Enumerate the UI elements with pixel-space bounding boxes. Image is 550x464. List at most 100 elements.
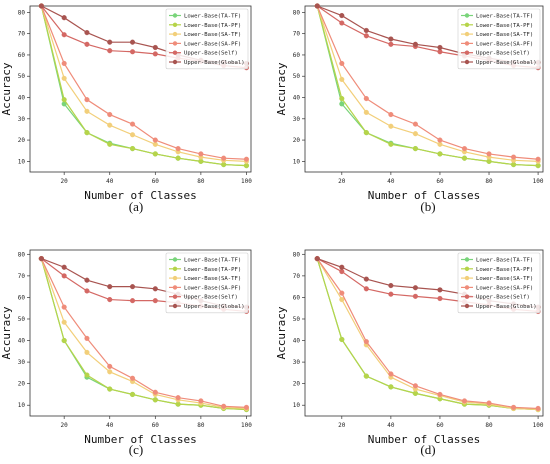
y-tick-label: 70 bbox=[18, 31, 26, 38]
data-point bbox=[339, 290, 345, 296]
legend-label: Upper-Base(Global) bbox=[184, 304, 245, 310]
data-point bbox=[388, 283, 394, 289]
series-line bbox=[316, 258, 539, 410]
x-tick-label: 20 bbox=[61, 178, 69, 185]
y-tick-label: 70 bbox=[18, 273, 26, 280]
x-axis-label: Number of Classes bbox=[84, 433, 197, 446]
data-point bbox=[198, 398, 204, 404]
data-point bbox=[363, 130, 369, 136]
series-line bbox=[40, 5, 247, 160]
data-point bbox=[152, 141, 158, 147]
data-point bbox=[339, 101, 345, 107]
legend-swatch-marker bbox=[464, 275, 470, 281]
x-tick-label: 20 bbox=[338, 178, 346, 185]
data-point bbox=[107, 386, 113, 392]
data-point bbox=[129, 49, 136, 55]
y-tick-label: 60 bbox=[293, 294, 301, 301]
data-point bbox=[388, 111, 394, 118]
data-point bbox=[152, 44, 158, 51]
legend-label: Upper-Base(Self) bbox=[476, 51, 530, 57]
legend-label: Lower-Base(TA-PF) bbox=[184, 23, 241, 29]
legend-label: Lower-Base(SA-PF) bbox=[184, 285, 241, 291]
data-point bbox=[461, 146, 468, 152]
data-point bbox=[38, 3, 44, 9]
y-tick-label: 10 bbox=[18, 402, 26, 409]
data-point bbox=[61, 273, 67, 279]
y-tick-label: 20 bbox=[293, 137, 301, 144]
legend-label: Lower-Base(TA-TF) bbox=[184, 258, 241, 264]
data-point bbox=[437, 287, 443, 293]
y-tick-label: 50 bbox=[293, 316, 301, 323]
legend-swatch-marker bbox=[172, 266, 178, 271]
x-tick-label: 40 bbox=[387, 422, 395, 429]
data-point bbox=[84, 30, 90, 36]
data-point bbox=[339, 96, 345, 102]
x-tick-label: 80 bbox=[485, 422, 493, 429]
data-point bbox=[84, 372, 90, 378]
legend-swatch-marker bbox=[172, 294, 178, 299]
data-point bbox=[84, 335, 90, 341]
plot-frame bbox=[304, 5, 544, 173]
data-point bbox=[175, 401, 181, 407]
series-line bbox=[40, 5, 247, 167]
legend-swatch-marker bbox=[172, 13, 178, 18]
legend-label: Upper-Base(Global) bbox=[476, 304, 537, 310]
legend-label: Lower-Base(SA-PF) bbox=[184, 41, 241, 47]
y-tick-label: 80 bbox=[293, 251, 301, 258]
data-point bbox=[437, 295, 443, 302]
legend-label: Lower-Base(TA-TF) bbox=[476, 14, 533, 20]
data-point bbox=[243, 404, 249, 410]
data-point bbox=[61, 15, 67, 21]
data-point bbox=[152, 298, 158, 304]
x-tick-label: 60 bbox=[436, 178, 444, 185]
data-point bbox=[61, 319, 67, 325]
legend-label: Lower-Base(SA-TF) bbox=[184, 32, 241, 38]
x-axis-label: Number of Classes bbox=[368, 433, 481, 446]
data-point bbox=[61, 264, 67, 270]
data-point bbox=[198, 158, 204, 164]
data-point bbox=[363, 96, 369, 102]
data-point bbox=[61, 60, 67, 67]
x-tick-label: 20 bbox=[338, 422, 346, 429]
y-tick-label: 50 bbox=[18, 73, 26, 80]
data-point bbox=[486, 151, 492, 157]
x-tick-label: 100 bbox=[533, 178, 544, 185]
data-point bbox=[388, 36, 394, 42]
y-axis-label: Accuracy bbox=[275, 306, 288, 359]
data-point bbox=[243, 156, 249, 162]
data-point bbox=[412, 285, 418, 291]
data-point bbox=[129, 391, 136, 397]
data-point bbox=[363, 33, 369, 39]
legend-label: Lower-Base(SA-PF) bbox=[476, 41, 533, 47]
data-point bbox=[107, 284, 113, 290]
data-point bbox=[412, 293, 418, 299]
legend-label: Lower-Base(SA-TF) bbox=[184, 276, 241, 282]
legend-label: Upper-Base(Self) bbox=[184, 51, 238, 57]
legend-swatch-marker bbox=[172, 22, 178, 27]
x-tick-label: 80 bbox=[485, 178, 493, 185]
data-point bbox=[107, 122, 113, 128]
legend-swatch-marker bbox=[172, 303, 178, 309]
y-tick-label: 30 bbox=[293, 116, 301, 123]
data-point bbox=[129, 375, 136, 381]
data-point bbox=[339, 336, 345, 343]
data-point bbox=[314, 3, 320, 9]
data-point bbox=[152, 397, 158, 403]
panel-label: (d) bbox=[420, 442, 435, 457]
y-tick-label: 80 bbox=[18, 9, 26, 16]
y-tick-label: 50 bbox=[18, 316, 26, 323]
data-point bbox=[388, 123, 394, 129]
x-tick-label: 100 bbox=[241, 178, 252, 185]
data-point bbox=[38, 256, 44, 262]
data-point bbox=[84, 97, 90, 103]
data-point bbox=[511, 154, 517, 160]
data-point bbox=[511, 162, 517, 168]
legend-label: Lower-Base(TA-TF) bbox=[184, 14, 241, 20]
y-tick-label: 60 bbox=[18, 52, 26, 59]
legend-swatch-marker bbox=[464, 41, 470, 46]
legend-swatch-marker bbox=[172, 285, 178, 290]
data-point bbox=[339, 76, 345, 82]
